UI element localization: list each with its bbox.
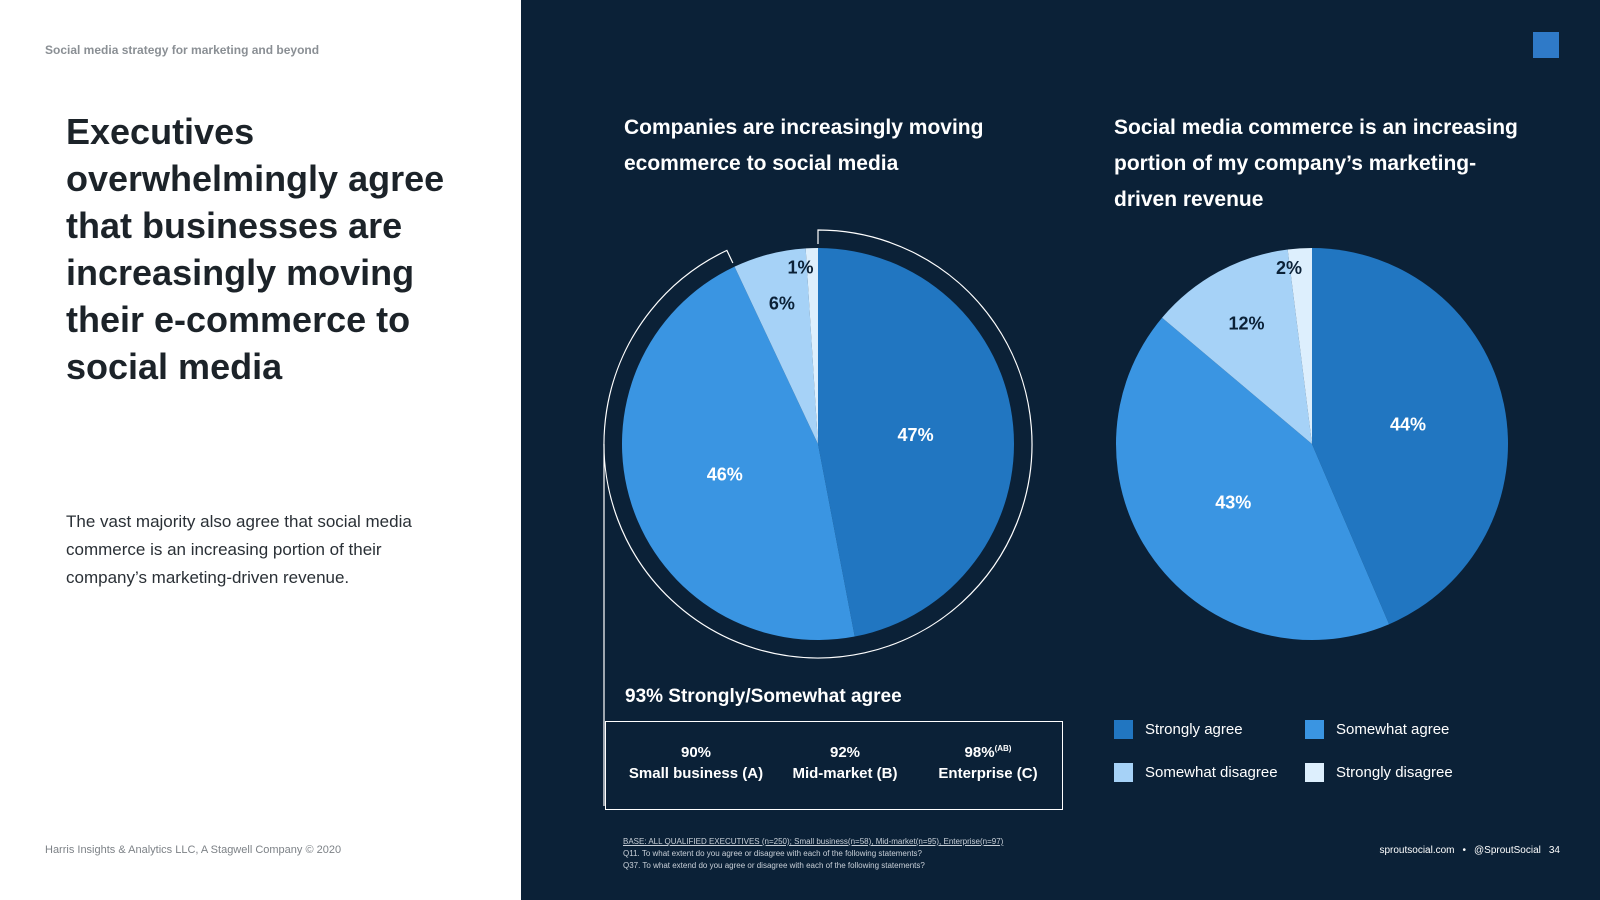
segment-label: Enterprise (C) (938, 765, 1038, 782)
page-number: 34 (1548, 845, 1560, 856)
footnote-base: BASE: ALL QUALIFIED EXECUTIVES (n=250); … (623, 837, 1004, 846)
legend-label: Somewhat disagree (1145, 764, 1278, 781)
pie-1-slice-somewhat-agree (621, 266, 855, 641)
segment-label: Small business (A) (628, 765, 764, 782)
footnote-q11: Q11. To what extent do you agree or disa… (623, 849, 922, 858)
footer-separator: • (1462, 845, 1467, 856)
footnotes: BASE: ALL QUALIFIED EXECUTIVES (n=250); … (623, 836, 1003, 872)
pie-1-slice-somewhat-disagree (734, 248, 818, 444)
segment-small-business: 90% Small business (A) (616, 744, 776, 782)
pie-2-label-somewhat-agree: 43% (1215, 492, 1251, 512)
chart-legend: Strongly agree Somewhat agree Somewhat d… (1114, 720, 1514, 790)
left-panel: Social media strategy for marketing and … (0, 0, 521, 900)
pie-2-label-strongly-disagree: 2% (1276, 258, 1302, 278)
pie-2-slice-strongly-agree (1312, 248, 1508, 625)
footer: sproutsocial.com • @SproutSocial 34 (1379, 845, 1560, 856)
pie-2-label-somewhat-disagree: 12% (1228, 313, 1264, 333)
significance-marker: (AB) (994, 744, 1012, 753)
pie-1-slice-strongly-agree (818, 248, 1015, 637)
legend-label: Strongly agree (1145, 721, 1243, 738)
pie-1-label-somewhat-agree: 46% (707, 464, 743, 484)
pie-2-slice-somewhat-disagree (1162, 249, 1312, 444)
segment-breakdown-box: 90% Small business (A) 92% Mid-market (B… (605, 721, 1063, 810)
footer-handle[interactable]: @SproutSocial (1474, 845, 1541, 856)
pie-1-slice-strongly-disagree (805, 248, 818, 444)
legend-swatch (1114, 720, 1133, 739)
segment-value-number: 98% (964, 744, 995, 761)
segment-value: 90% (680, 744, 712, 761)
legend-swatch (1305, 720, 1324, 739)
pie-1-label-strongly-agree: 47% (898, 425, 934, 445)
report-kicker: Social media strategy for marketing and … (45, 43, 320, 57)
legend-swatch (1305, 763, 1324, 782)
legend-swatch (1114, 763, 1133, 782)
pie-2-label-strongly-agree: 44% (1390, 414, 1426, 434)
segment-mid-market: 92% Mid-market (B) (771, 744, 919, 782)
legend-item-strongly-agree: Strongly agree (1114, 720, 1243, 739)
footer-site-link[interactable]: sproutsocial.com (1379, 845, 1455, 856)
pie-2-title: Social media commerce is an increasing p… (1114, 116, 1518, 211)
agree-summary-label: 93% Strongly/Somewhat agree (625, 686, 902, 707)
segment-value: 92% (829, 744, 861, 761)
segment-label: Mid-market (B) (792, 765, 898, 782)
pie-1-label-strongly-disagree: 1% (787, 258, 813, 278)
legend-label: Strongly disagree (1336, 764, 1453, 781)
footnote-q37: Q37. To what extend do you agree or disa… (623, 861, 925, 870)
segment-value: 98%(AB) (914, 744, 1062, 761)
legend-item-somewhat-disagree: Somewhat disagree (1114, 763, 1278, 782)
pie-charts: 47% 46% 6% 1% 44% 43% 12% 2% (603, 229, 1508, 806)
legend-label: Somewhat agree (1336, 721, 1450, 738)
body-paragraph: The vast majority also agree that social… (66, 512, 412, 587)
copyright-text: Harris Insights & Analytics LLC, A Stagw… (45, 844, 342, 856)
pie-1-label-somewhat-disagree: 6% (769, 294, 795, 314)
segment-enterprise: 98%(AB) Enterprise (C) (914, 744, 1062, 782)
legend-item-somewhat-agree: Somewhat agree (1305, 720, 1449, 739)
chart-panel: Companies are increasingly moving ecomme… (521, 0, 1600, 900)
brand-square (1533, 32, 1559, 58)
pie-1-title: Companies are increasingly moving ecomme… (624, 116, 984, 175)
legend-item-strongly-disagree: Strongly disagree (1305, 763, 1453, 782)
pie-2-slice-somewhat-agree (1116, 317, 1390, 640)
page-title: Executives overwhelmingly agree that bus… (66, 111, 445, 387)
agree-bracket-arc (603, 229, 1033, 659)
pie-2-slice-strongly-disagree (1287, 248, 1312, 444)
